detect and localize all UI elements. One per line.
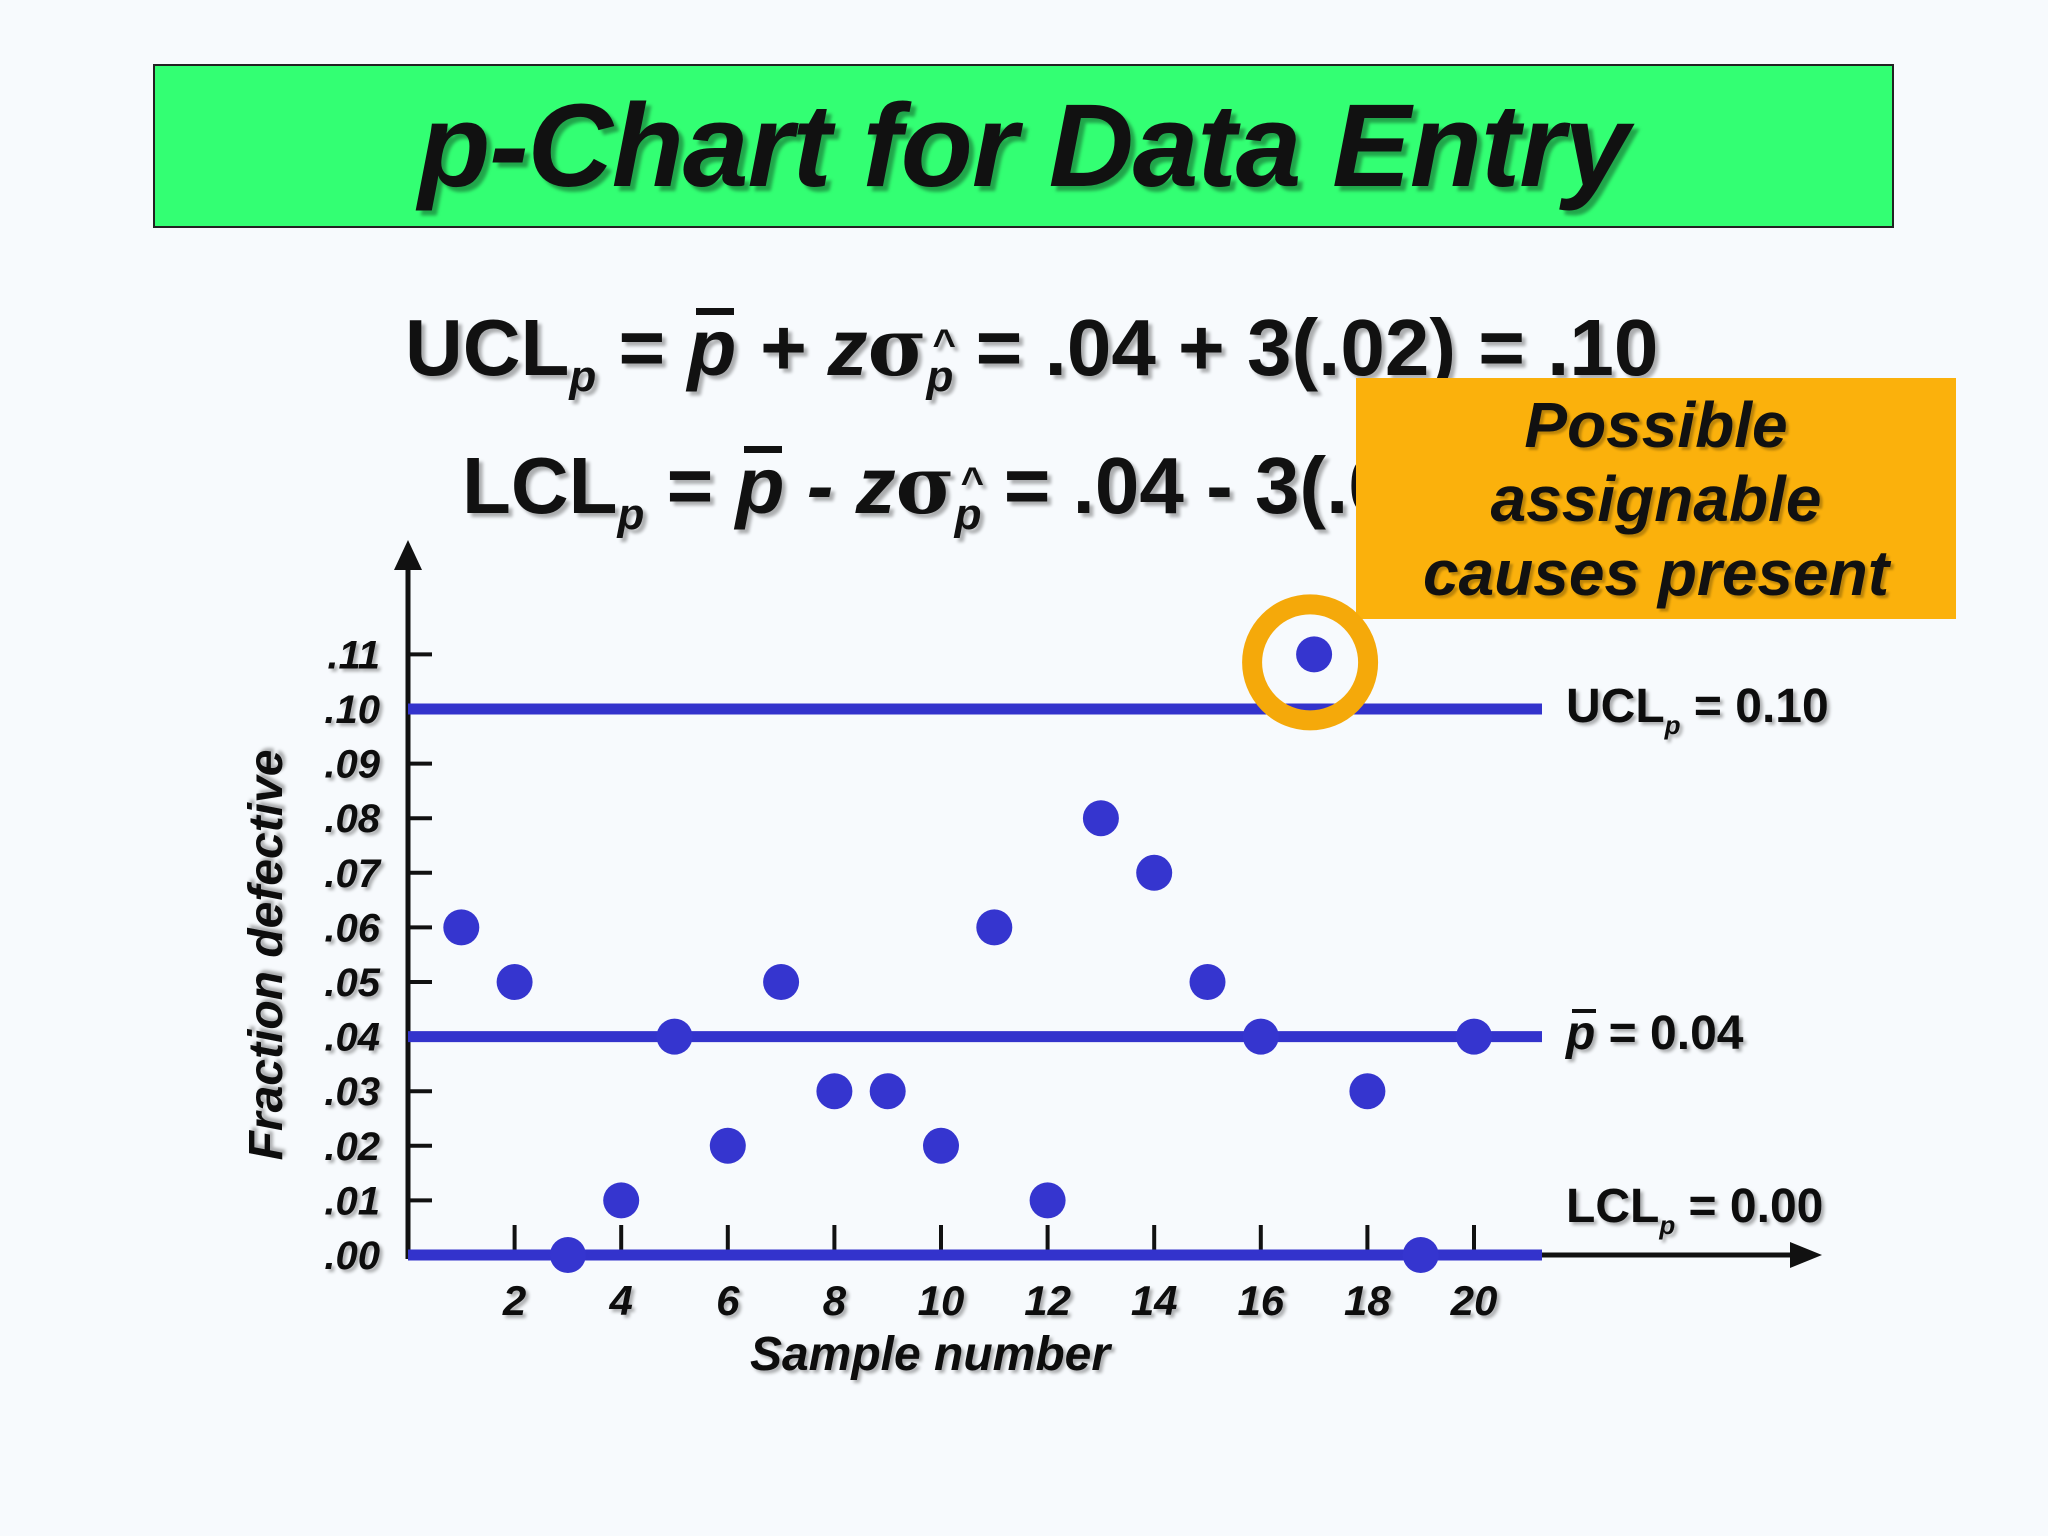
data-point xyxy=(869,1073,906,1110)
callout-line-1: Possible xyxy=(1524,388,1788,461)
ucl-pbar: p xyxy=(687,303,737,392)
data-point xyxy=(923,1127,959,1164)
reference-label-sub: p xyxy=(1664,710,1681,740)
data-point xyxy=(709,1127,746,1164)
data-point xyxy=(1402,1237,1439,1273)
ucl-eq: = xyxy=(618,303,666,392)
ucl-sigma-sub: p xyxy=(927,322,956,402)
ucl-sub: p xyxy=(569,352,597,401)
reference-label-value: = 0.00 xyxy=(1675,1180,1823,1233)
data-point xyxy=(1296,636,1333,673)
x-tick-label: 18 xyxy=(1344,1277,1391,1324)
data-point xyxy=(443,909,480,946)
data-point xyxy=(1456,1018,1492,1055)
ucl-label: UCL xyxy=(405,303,570,392)
data-point xyxy=(976,909,1013,946)
y-tick-label: .04 xyxy=(324,1016,380,1060)
reference-label-value: = 0.10 xyxy=(1681,680,1829,733)
reference-label-ucl: UCLp = 0.10 xyxy=(1566,680,1829,740)
x-tick-label: 8 xyxy=(823,1277,847,1324)
reference-label-p: p = 0.04 xyxy=(1564,1007,1744,1060)
assignable-causes-callout: Possible assignable causes present xyxy=(1356,378,1956,619)
y-tick-label: .08 xyxy=(324,797,380,841)
x-tick-label: 6 xyxy=(716,1277,740,1324)
data-point xyxy=(1189,964,1226,1000)
data-point xyxy=(656,1018,693,1055)
y-axis-title: Fraction defective xyxy=(240,750,293,1161)
data-point xyxy=(1029,1182,1066,1219)
reference-label-name: p xyxy=(1564,1007,1595,1060)
y-tick-label: .02 xyxy=(324,1125,380,1169)
data-point xyxy=(603,1182,640,1219)
callout-line-3: causes present xyxy=(1422,536,1890,609)
reference-label-name: LCL xyxy=(1566,1180,1659,1233)
x-tick-label: 20 xyxy=(1450,1277,1498,1324)
data-point xyxy=(1242,1018,1279,1055)
x-axis-title: Sample number xyxy=(750,1328,1112,1381)
data-point xyxy=(496,964,533,1000)
callout-line-2: assignable xyxy=(1490,462,1822,535)
reference-label-lcl: LCLp = 0.00 xyxy=(1566,1180,1823,1240)
reference-label-name: UCL xyxy=(1566,680,1665,733)
ucl-rest: = .04 + 3(.02) = .10 xyxy=(975,303,1659,392)
reference-label-sub: p xyxy=(1658,1210,1675,1240)
data-point xyxy=(816,1073,853,1110)
x-axis-arrow-icon xyxy=(1790,1242,1822,1268)
ucl-sigma: σ xyxy=(867,300,927,394)
x-tick-label: 2 xyxy=(502,1277,526,1324)
lcl-formula: LCLp = p - zσp = .04 - 3(.0 xyxy=(462,438,1393,540)
lcl-sigma-sub: p xyxy=(955,460,984,540)
lcl-minus-z: - z xyxy=(806,441,896,530)
y-tick-label: .07 xyxy=(324,852,381,896)
data-point xyxy=(1349,1073,1386,1110)
ucl-formula: UCLp = p + zσp = .04 + 3(.02) = .10 xyxy=(405,300,1658,402)
y-tick-label: .01 xyxy=(324,1179,380,1223)
x-tick-label: 4 xyxy=(609,1277,633,1324)
lcl-label: LCL xyxy=(462,441,618,530)
y-tick-label: .00 xyxy=(324,1234,380,1278)
reference-label-value: = 0.04 xyxy=(1595,1007,1743,1060)
y-tick-label: .06 xyxy=(324,906,380,950)
x-tick-label: 10 xyxy=(918,1277,965,1324)
y-tick-label: .11 xyxy=(327,633,380,677)
data-point xyxy=(1082,800,1119,837)
x-tick-label: 14 xyxy=(1131,1277,1178,1324)
lcl-sub: p xyxy=(617,490,645,539)
x-tick-label: 16 xyxy=(1237,1277,1284,1324)
data-point xyxy=(549,1237,586,1273)
y-tick-label: .09 xyxy=(324,743,380,787)
lcl-pbar: p xyxy=(735,441,785,530)
page-title: p-Chart for Data Entry xyxy=(418,80,1630,212)
title-banner: p-Chart for Data Entry xyxy=(153,64,1894,228)
lcl-rest: = .04 - 3(.0 xyxy=(1003,441,1393,530)
assignable-cause-highlight-ring xyxy=(1242,594,1379,731)
data-point xyxy=(763,964,800,1000)
y-tick-label: .05 xyxy=(324,961,380,1005)
ucl-plus-z: + z xyxy=(758,303,868,392)
lcl-sigma: σ xyxy=(895,438,955,532)
lcl-eq: = xyxy=(666,441,714,530)
y-tick-label: .03 xyxy=(324,1070,380,1114)
y-tick-label: .10 xyxy=(324,688,380,732)
x-tick-label: 12 xyxy=(1024,1277,1071,1324)
y-axis-arrow-icon xyxy=(394,540,422,570)
data-point xyxy=(1136,854,1173,891)
